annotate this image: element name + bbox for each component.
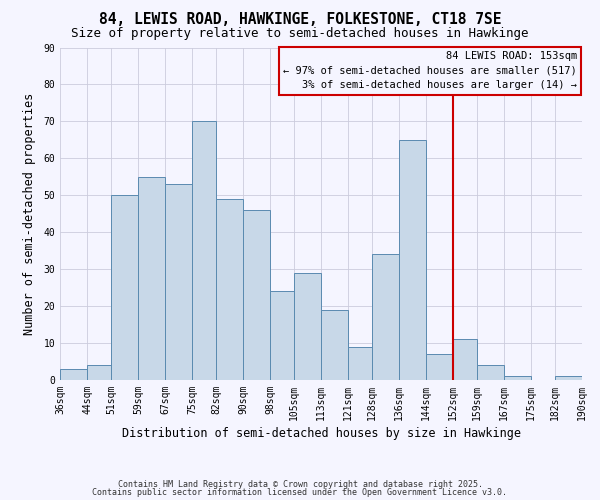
Bar — [453, 340, 477, 380]
Text: Size of property relative to semi-detached houses in Hawkinge: Size of property relative to semi-detach… — [71, 28, 529, 40]
Bar — [504, 376, 531, 380]
Text: 84 LEWIS ROAD: 153sqm
← 97% of semi-detached houses are smaller (517)
3% of semi: 84 LEWIS ROAD: 153sqm ← 97% of semi-deta… — [283, 51, 577, 90]
Text: Contains HM Land Registry data © Crown copyright and database right 2025.: Contains HM Land Registry data © Crown c… — [118, 480, 482, 489]
Bar — [348, 347, 372, 380]
Bar — [60, 369, 87, 380]
Bar — [372, 254, 399, 380]
Bar — [87, 365, 111, 380]
Bar — [426, 354, 453, 380]
Bar — [270, 292, 294, 380]
Bar — [294, 273, 321, 380]
Bar — [138, 177, 165, 380]
Bar — [321, 310, 348, 380]
Bar — [243, 210, 270, 380]
Y-axis label: Number of semi-detached properties: Number of semi-detached properties — [23, 92, 37, 335]
Text: Contains public sector information licensed under the Open Government Licence v3: Contains public sector information licen… — [92, 488, 508, 497]
Bar — [477, 365, 504, 380]
Bar — [192, 122, 216, 380]
Bar — [111, 196, 138, 380]
Bar — [216, 199, 243, 380]
X-axis label: Distribution of semi-detached houses by size in Hawkinge: Distribution of semi-detached houses by … — [121, 427, 521, 440]
Text: 84, LEWIS ROAD, HAWKINGE, FOLKESTONE, CT18 7SE: 84, LEWIS ROAD, HAWKINGE, FOLKESTONE, CT… — [99, 12, 501, 28]
Bar — [165, 184, 192, 380]
Bar — [399, 140, 426, 380]
Bar — [555, 376, 582, 380]
